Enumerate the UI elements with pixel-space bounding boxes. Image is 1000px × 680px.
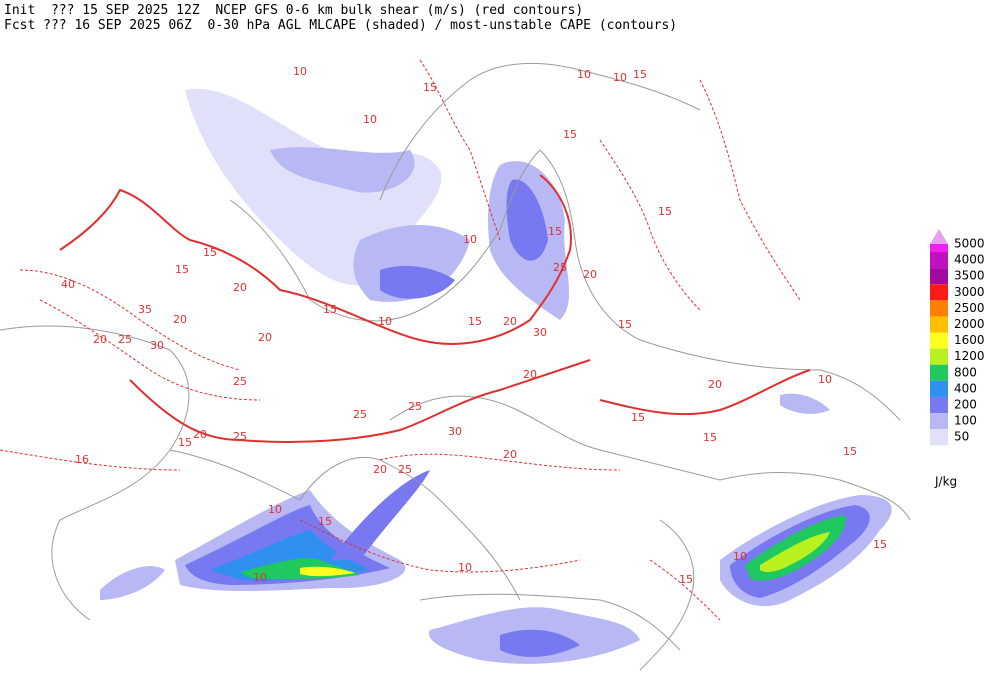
contour-label: 20 <box>258 331 272 344</box>
contour-label: 10 <box>378 315 392 328</box>
legend-label: 50 <box>954 430 969 444</box>
header-line: Init ??? 15 SEP 2025 12Z NCEP GFS 0-6 km… <box>4 3 583 18</box>
contour-label: 40 <box>61 278 75 291</box>
contour-label: 15 <box>548 225 562 238</box>
contour-label: 25 <box>553 261 567 274</box>
legend-label: 1600 <box>954 333 985 347</box>
contour-label: 20 <box>233 281 247 294</box>
legend-label: 2500 <box>954 301 985 315</box>
contour-label: 10 <box>818 373 832 386</box>
legend-label: 2000 <box>954 317 985 331</box>
contour-label: 20 <box>523 368 537 381</box>
legend-swatch <box>930 364 948 381</box>
contour-label: 10 <box>463 233 477 246</box>
contour-label: 15 <box>703 431 717 444</box>
legend-swatch <box>930 268 948 285</box>
contour-label: 20 <box>193 428 207 441</box>
legend-swatch <box>930 396 948 414</box>
contour-label: 15 <box>633 68 647 81</box>
legend-swatch <box>930 380 948 397</box>
contour-label: 15 <box>843 445 857 458</box>
contour-label: 20 <box>503 448 517 461</box>
contour-label: 25 <box>408 400 422 413</box>
contour-label: 15 <box>618 318 632 331</box>
legend-swatch <box>930 316 948 333</box>
legend-label: 4000 <box>954 253 985 267</box>
contour-label: 20 <box>583 268 597 281</box>
legend: J/kg 5000 4000 3500 3000 2500 2000 1600 1200 800… <box>930 229 985 489</box>
legend-label: 3500 <box>954 269 985 283</box>
contour-label: 25 <box>233 430 247 443</box>
contour-label: 15 <box>318 515 332 528</box>
legend-label: 200 <box>954 398 977 412</box>
contour-label: 10 <box>613 71 627 84</box>
contour-label: 15 <box>178 436 192 449</box>
contour-label: 10 <box>363 113 377 126</box>
legend-label: 3000 <box>954 285 985 299</box>
legend-label: 100 <box>954 414 977 428</box>
coastlines <box>0 63 911 671</box>
legend-label: 400 <box>954 381 977 395</box>
contour-label: 25 <box>118 333 132 346</box>
legend-label: 1200 <box>954 349 985 363</box>
contour-label: 20 <box>708 378 722 391</box>
contour-label: 10 <box>458 561 472 574</box>
legend-swatch <box>930 244 948 253</box>
contour-label: 10 <box>577 68 591 81</box>
legend-swatch <box>930 413 948 430</box>
contour-label: 20 <box>173 313 187 326</box>
contour-label: 30 <box>150 339 164 352</box>
legend-swatch <box>930 300 948 317</box>
legend-swatch <box>930 284 948 301</box>
legend-label: 800 <box>954 365 977 379</box>
contour-label: 30 <box>533 326 547 339</box>
contour-label: 10 <box>293 65 307 78</box>
contour-label: 20 <box>93 333 107 346</box>
contour-label: 35 <box>138 303 152 316</box>
contour-label: 15 <box>631 411 645 424</box>
contour-label: 10 <box>253 571 267 584</box>
contour-label: 15 <box>679 573 693 586</box>
legend-arrow <box>930 229 948 244</box>
legend-unit: J/kg <box>934 475 957 489</box>
contour-label: 30 <box>448 425 462 438</box>
contour-label: 15 <box>323 303 337 316</box>
contour-label: 15 <box>873 538 887 551</box>
contour-label: 20 <box>503 315 517 328</box>
legend-swatch <box>930 332 948 349</box>
contour-label: 10 <box>733 550 747 563</box>
legend-swatch <box>930 252 948 269</box>
contour-label: 25 <box>398 463 412 476</box>
contour-label: 15 <box>563 128 577 141</box>
contour-label: 16 <box>75 453 89 466</box>
contour-label: 15 <box>423 81 437 94</box>
legend-swatch <box>930 348 948 365</box>
shear-contours <box>0 59 811 621</box>
header-line: Fcst ??? 16 SEP 2025 06Z 0-30 hPa AGL ML… <box>4 18 677 33</box>
contour-label: 15 <box>658 205 672 218</box>
contour-label: 20 <box>373 463 387 476</box>
cape-shading <box>100 88 892 664</box>
contour-label: 25 <box>353 408 367 421</box>
contour-label: 15 <box>175 263 189 276</box>
legend-swatch <box>930 429 948 446</box>
contour-label: 10 <box>268 503 282 516</box>
contour-label: 15 <box>468 315 482 328</box>
contour-label: 25 <box>233 375 247 388</box>
legend-label: 5000 <box>954 237 985 251</box>
contour-label: 15 <box>203 246 217 259</box>
